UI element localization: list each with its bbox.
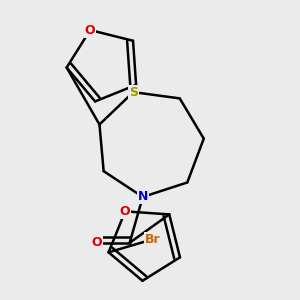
Text: Br: Br — [145, 233, 161, 246]
Text: S: S — [129, 85, 138, 99]
Text: O: O — [85, 24, 95, 37]
Text: O: O — [120, 205, 130, 218]
Text: N: N — [138, 190, 148, 203]
Text: O: O — [92, 236, 102, 249]
